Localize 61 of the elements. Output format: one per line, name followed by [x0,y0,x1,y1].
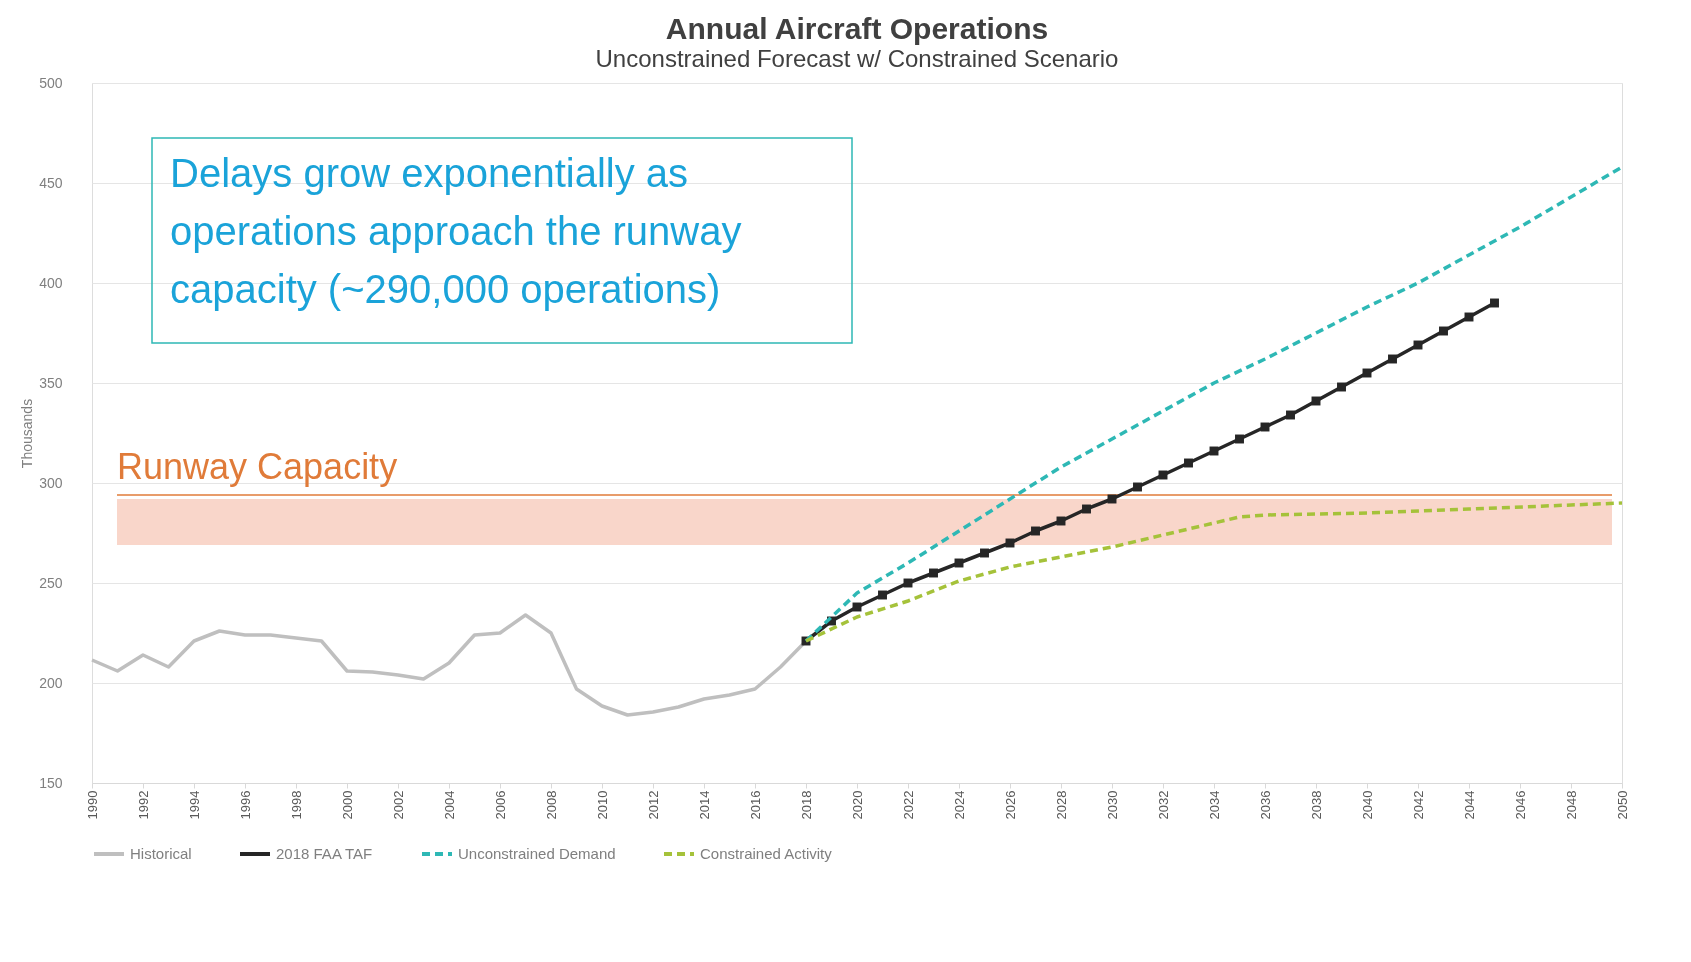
x-tick-label: 2002 [390,790,406,820]
y-tick-label: 450 [39,174,63,191]
legend-label: Unconstrained Demand [458,845,616,862]
x-tick-label: 1992 [135,790,151,820]
x-tick-label: 2020 [849,790,865,820]
x-tick-label: 2014 [696,790,712,820]
point [1184,458,1193,468]
y-tick-label: 300 [39,474,63,491]
x-tick-label: 2024 [951,790,967,820]
point [1031,526,1040,536]
legend-label: Historical [130,845,192,862]
legend-label: 2018 FAA TAF [276,845,373,862]
x-tick-label: 2004 [441,790,457,820]
x-tick-label: 2034 [1206,790,1222,820]
annotation: Delays grow exponentially as operations approach the runway capacity (~290,000 operations) [170,151,742,311]
point [1388,354,1397,364]
x-tick-label: 2038 [1308,790,1324,820]
x-tick-label: 1998 [288,790,304,820]
point [878,590,887,600]
point [1337,382,1346,392]
x-tick-label: 2048 [1563,790,1579,820]
x-tick-label: 2042 [1410,790,1426,820]
x-tick-label: 2010 [594,790,610,820]
point [1490,298,1499,308]
chart-subtitle: Unconstrained Forecast w/ Constrained Scenario [595,45,1119,72]
x-tick-label: 2036 [1257,790,1273,820]
x-tick-label: 2032 [1155,790,1171,820]
x-tick-label: 2000 [339,790,355,820]
x-tick-label: 1996 [237,790,253,820]
y-tick-label: 350 [39,374,63,391]
x-tick-label: 2026 [1002,790,1018,820]
chart-title: Annual Aircraft Operations [665,12,1049,45]
x-tick-label: 2050 [1614,790,1630,820]
x-tick-label: 1990 [84,790,100,820]
x-tick-label: 2022 [900,790,916,820]
y-tick-label: 500 [39,74,63,91]
y-tick-label: 200 [39,674,63,691]
x-tick-label: 2006 [492,790,508,820]
point [1133,482,1142,492]
legend-label: Constrained Activity [700,845,833,862]
x-tick-label: 1994 [186,790,202,820]
x-tick-label: 2012 [645,790,661,820]
x-tick-label: 2030 [1104,790,1120,820]
ref-line-label: Runway Capacity [117,446,398,487]
x-tick-label: 2028 [1053,790,1069,820]
point [1235,434,1244,444]
x-tick-label: 2018 [798,790,814,820]
x-tick-label: 2046 [1512,790,1528,820]
y-tick-label: 400 [39,274,63,291]
y-axis-title: Thousands [19,398,36,469]
x-tick-label: 2044 [1461,790,1477,820]
point [1286,410,1295,420]
point [980,548,989,558]
x-tick-label: 2016 [747,790,763,820]
y-tick-label: 150 [39,774,63,791]
point [1082,504,1091,514]
point [1439,326,1448,336]
point [929,568,938,578]
x-tick-label: 2040 [1359,790,1375,820]
y-tick-label: 250 [39,574,63,591]
x-tick-label: 2008 [543,790,559,820]
